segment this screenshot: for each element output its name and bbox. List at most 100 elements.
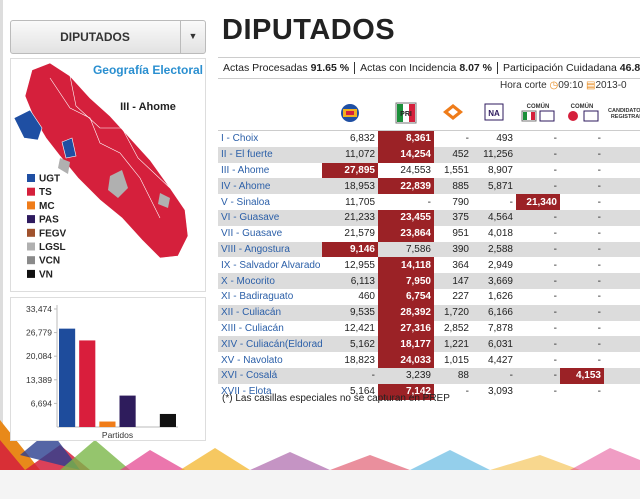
vote-cell: 364 xyxy=(452,259,469,271)
legend-swatch xyxy=(27,201,35,210)
vote-cell: 9,146 xyxy=(322,241,378,258)
empty-cell xyxy=(604,367,640,384)
district-name: VIII - Angostura xyxy=(218,241,322,258)
vote-cell: - xyxy=(597,133,601,145)
vote-cell: 3,093 xyxy=(487,386,513,398)
map-subtitle: III - Ahome xyxy=(120,101,176,113)
district-name: XII - Culiacán xyxy=(218,304,322,321)
district-name: III - Ahome xyxy=(221,164,270,176)
vote-cell: 4,018 xyxy=(487,228,513,240)
y-tick-label: 20,084 xyxy=(26,351,52,361)
vote-cell: 21,233 xyxy=(322,209,378,226)
legend-swatch xyxy=(27,215,35,224)
header-common: COMÚN xyxy=(516,97,560,131)
legend-label: MC xyxy=(39,201,55,212)
vote-cell: 5,162 xyxy=(322,336,378,353)
vote-cell: 4,153 xyxy=(560,367,604,384)
legend-label: VN xyxy=(39,269,53,280)
y-tick-label: 6,694 xyxy=(31,398,53,408)
bar xyxy=(99,421,116,427)
vote-cell: - xyxy=(322,367,378,384)
vote-cell: - xyxy=(553,322,557,334)
vote-cell: - xyxy=(597,354,601,366)
vote-cell: - xyxy=(465,386,469,398)
legend-swatch xyxy=(27,269,35,278)
vote-cell: 22,839 xyxy=(378,178,434,195)
vote-cell: - xyxy=(553,386,557,398)
vote-cell: 23,864 xyxy=(378,225,434,242)
vote-cell: 8 xyxy=(604,178,640,195)
vote-cell: 24,553 xyxy=(400,164,431,176)
stat: Actas con Incidencia 8.07 % xyxy=(355,62,499,74)
vote-cell: - xyxy=(560,146,604,163)
stats-bar: Actas Procesadas 91.65 % Actas con Incide… xyxy=(218,57,640,79)
vote-cell: 1,221 xyxy=(434,336,472,353)
table-row: XIII - Culiacán12,42127,3162,8527,878--1… xyxy=(218,320,640,337)
vote-cell: 1 xyxy=(604,241,640,258)
vote-cell: 7,878 xyxy=(487,322,513,334)
legend-swatch xyxy=(27,187,35,196)
vote-cell: - xyxy=(516,304,560,321)
vote-cell: 7 xyxy=(604,289,640,305)
vote-cell: 885 xyxy=(434,178,472,195)
vote-cell: 6,031 xyxy=(472,336,516,353)
dropdown[interactable]: DIPUTADOS ▼ xyxy=(10,20,206,54)
logo xyxy=(568,110,599,121)
dropdown-caret[interactable]: ▼ xyxy=(180,21,205,53)
y-tick-label: 26,779 xyxy=(26,328,52,338)
table-header: PRI NA COMÚN COMÚN CANDIDATOS NO REGISTR… xyxy=(218,97,640,131)
vote-cell: 3 xyxy=(604,273,640,289)
vote-cell: 1,720 xyxy=(434,304,472,321)
vote-cell: 2,588 xyxy=(472,241,516,258)
vote-cell: - xyxy=(560,336,604,353)
vote-cell: - xyxy=(597,322,601,334)
vote-cell: - xyxy=(516,367,560,384)
vote-cell: - xyxy=(597,228,601,240)
vote-cell: - xyxy=(516,241,560,258)
vote-cell: 9,535 xyxy=(322,304,378,321)
dropdown-label: DIPUTADOS xyxy=(60,30,130,44)
vote-cell: 1,551 xyxy=(443,164,469,176)
results-table: PRI NA COMÚN COMÚN CANDIDATOS NO REGISTR… xyxy=(218,97,640,400)
vote-cell: - xyxy=(465,133,469,145)
cutoff: Hora corte ◷09:10 ▤2013-0 xyxy=(500,80,627,91)
legend-swatch xyxy=(27,256,35,265)
vote-cell: 3,669 xyxy=(472,273,516,289)
legend-swatch xyxy=(27,228,35,237)
stat-value: 46.81 % xyxy=(619,62,640,74)
vote-cell: 375 xyxy=(434,209,472,226)
vote-cell: 1,015 xyxy=(443,354,469,366)
vote-cell: 3 xyxy=(604,194,640,210)
vote-cell: 18,177 xyxy=(378,336,434,353)
logo: NA xyxy=(484,103,504,120)
vote-cell: 11,705 xyxy=(345,196,375,208)
vote-cell: 18,953 xyxy=(322,178,378,195)
map: Geografía Electoral III - Ahome UGT TS MC P… xyxy=(13,62,203,280)
vote-cell: - xyxy=(597,164,601,176)
header-unregistered: CANDIDATOS NO REGISTRADOS xyxy=(604,97,640,131)
svg-text:PRI: PRI xyxy=(400,111,412,118)
vote-cell: 12 xyxy=(604,304,640,321)
vote-cell: 21,340 xyxy=(516,194,560,210)
district-name: IX - Salvador Alvarado xyxy=(221,259,321,271)
stat-value: 91.65 % xyxy=(310,62,350,74)
bar xyxy=(79,340,96,427)
vote-cell: 7,586 xyxy=(378,241,434,258)
district-name: XIV - Culiacán(Eldorado) xyxy=(218,336,322,353)
vote-cell: 18,823 xyxy=(344,354,375,366)
vote-cell: 28,392 xyxy=(378,304,434,321)
district-name: V - Sinaloa xyxy=(221,196,270,208)
header-text: COMÚN xyxy=(570,103,594,110)
district-name: XIII - Culiacán xyxy=(221,322,284,334)
vote-cell: - xyxy=(560,273,604,289)
x-axis-label: Partidos xyxy=(102,430,133,440)
district-name: I - Choix xyxy=(221,133,259,145)
